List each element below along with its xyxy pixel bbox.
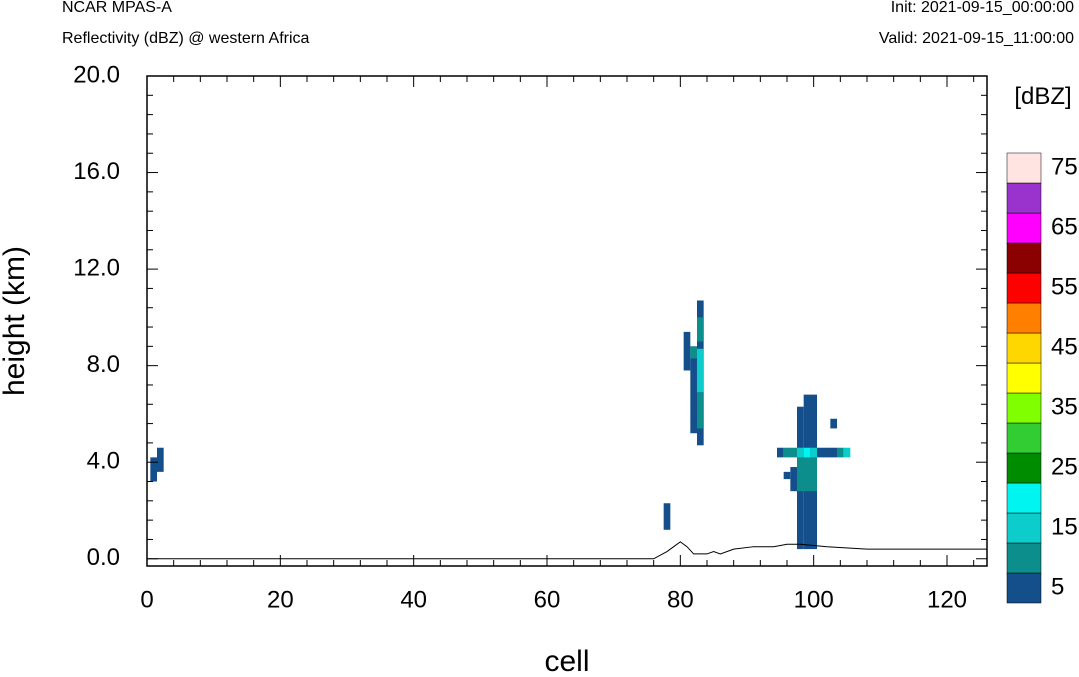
- colorbar-tick-label: 5: [1051, 573, 1064, 600]
- reflectivity-cell: [837, 447, 844, 458]
- colorbar-box: [1006, 182, 1042, 214]
- y-tick-label: 8.0: [87, 351, 120, 378]
- colorbar-box: [1006, 272, 1042, 304]
- reflectivity-cell: [797, 447, 804, 458]
- colorbar-box: [1006, 242, 1042, 274]
- terrain-line: [147, 541, 987, 560]
- colorbar-box: [1006, 332, 1042, 364]
- reflectivity-cell: [690, 346, 697, 434]
- reflectivity-cell: [810, 447, 817, 458]
- colorbar-box: [1006, 302, 1042, 334]
- x-tick-label: 100: [794, 586, 834, 613]
- colorbar-box: [1006, 362, 1042, 394]
- init-time: Init: 2021-09-15_00:00:00: [890, 0, 1074, 16]
- plot-title: NCAR MPAS-A: [62, 0, 172, 16]
- reflectivity-cell: [803, 447, 811, 458]
- reflectivity-cell: [843, 447, 851, 458]
- colorbar: [1006, 152, 1042, 604]
- plot-subtitle: Reflectivity (dBZ) @ western Africa: [62, 30, 310, 47]
- axis-ticks: [146, 75, 987, 566]
- x-tick-labels: 0 20 40 60 80 100 120: [140, 586, 967, 613]
- colorbar-tick-label: 45: [1051, 333, 1078, 360]
- x-tick-label: 60: [534, 586, 561, 613]
- colorbar-box: [1006, 392, 1042, 424]
- x-tick-label: 80: [667, 586, 694, 613]
- colorbar-box: [1006, 152, 1042, 184]
- reflectivity-cell: [777, 447, 784, 458]
- reflectivity-cell: [697, 392, 704, 429]
- reflectivity-cell: [790, 467, 797, 492]
- y-tick-label: 4.0: [87, 448, 120, 475]
- x-tick-label: 40: [400, 586, 427, 613]
- colorbar-box: [1006, 422, 1042, 454]
- reflectivity-cell: [783, 471, 791, 480]
- colorbar-box: [1006, 452, 1042, 484]
- reflectivity-cell: [690, 346, 697, 359]
- colorbar-box: [1006, 512, 1042, 544]
- colorbar-tick-labels: 5 15 25 35 45 55 65 75: [1051, 153, 1078, 600]
- reflectivity-cell: [830, 418, 837, 429]
- colorbar-tick-label: 25: [1051, 453, 1078, 480]
- colorbar-tick-label: 75: [1051, 153, 1078, 180]
- reflectivity-cell: [783, 447, 797, 458]
- y-axis-label: height (km): [0, 246, 31, 396]
- reflectivity-cell: [797, 457, 817, 492]
- colorbar-box: [1006, 212, 1042, 244]
- x-axis-label: cell: [544, 645, 589, 677]
- reflectivity-cell: [150, 457, 157, 482]
- reflectivity-cell: [683, 331, 691, 371]
- reflectivity-cell: [157, 447, 164, 472]
- colorbar-title: [dBZ]: [1014, 83, 1071, 110]
- plot-frame: [146, 75, 988, 567]
- y-tick-label: 12.0: [73, 254, 120, 281]
- y-tick-labels: 0.0 4.0 8.0 12.0 16.0 20.0: [73, 61, 120, 571]
- colorbar-box: [1006, 572, 1042, 604]
- colorbar-tick-label: 15: [1051, 513, 1078, 540]
- y-tick-label: 20.0: [73, 61, 120, 88]
- valid-time: Valid: 2021-09-15_11:00:00: [878, 30, 1074, 47]
- reflectivity-cell: [817, 447, 837, 458]
- colorbar-tick-label: 55: [1051, 273, 1078, 300]
- reflectivity-cell: [697, 317, 704, 342]
- reflectivity-cells: [150, 300, 851, 550]
- x-tick-label: 20: [267, 586, 294, 613]
- y-tick-label: 0.0: [87, 544, 120, 571]
- terrain-profile: [147, 541, 987, 560]
- reflectivity-cell: [663, 503, 671, 530]
- colorbar-box: [1006, 542, 1042, 574]
- reflectivity-cell: [697, 348, 704, 393]
- colorbar-tick-label: 65: [1051, 213, 1078, 240]
- x-tick-label: 120: [927, 586, 967, 613]
- x-tick-label: 0: [140, 586, 153, 613]
- colorbar-box: [1006, 482, 1042, 514]
- y-tick-label: 16.0: [73, 158, 120, 185]
- colorbar-tick-label: 35: [1051, 393, 1078, 420]
